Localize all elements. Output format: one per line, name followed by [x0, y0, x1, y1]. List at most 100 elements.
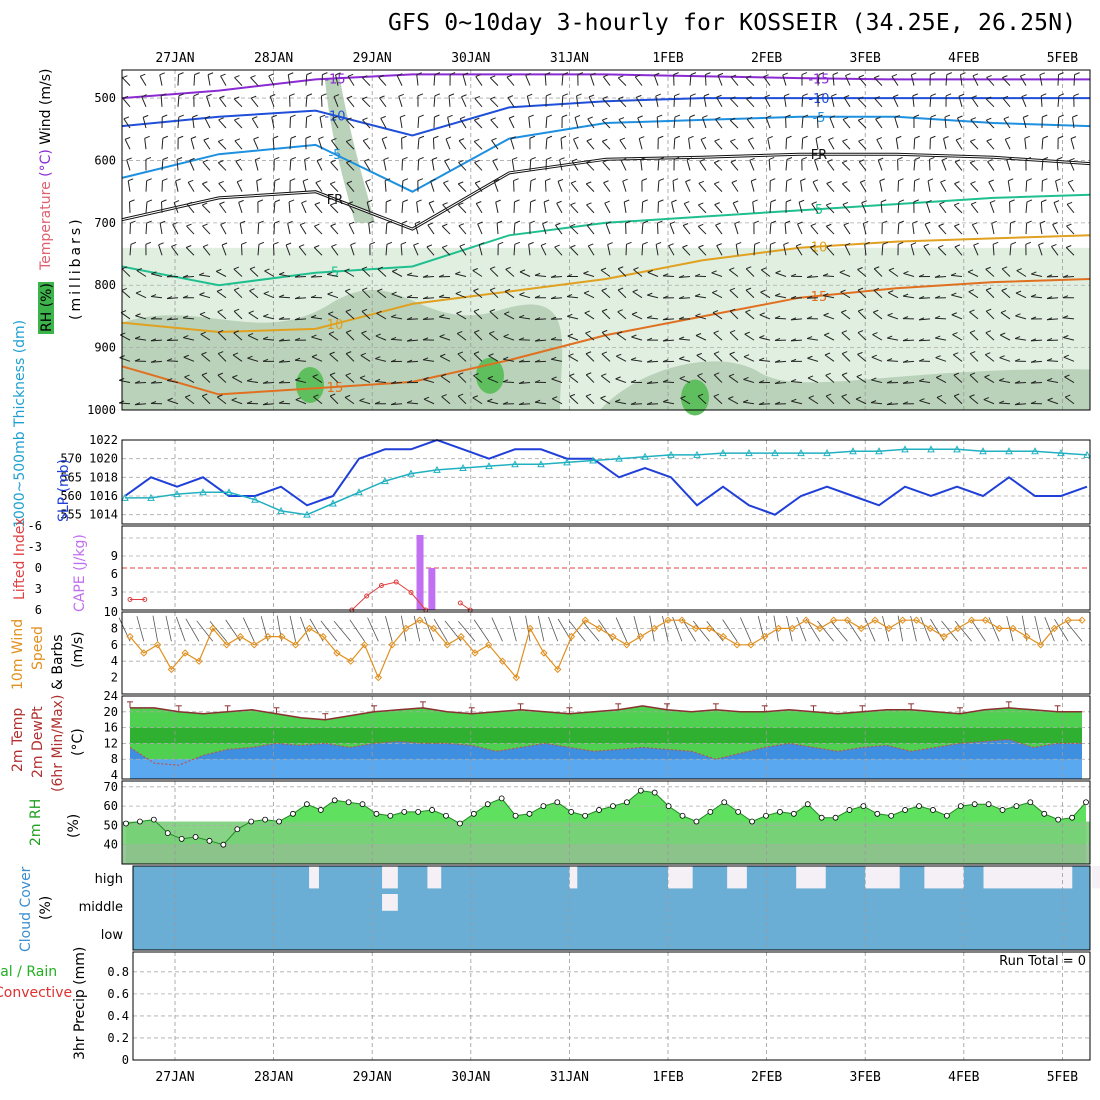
- wind-barb: [790, 297, 803, 299]
- wind-barb-flag: [306, 93, 313, 97]
- wind-barb: [221, 244, 227, 256]
- wind-barb-flag: [1039, 220, 1046, 224]
- wind-tick: 4: [111, 654, 118, 668]
- isotherm-line-core: [121, 153, 1091, 230]
- wind-barb-flag: [874, 266, 880, 270]
- wind-barb: [455, 273, 467, 277]
- wind-speed-marker: [1064, 616, 1072, 624]
- wind-barb-flag: [815, 135, 822, 139]
- wind-speed-marker: [485, 641, 493, 649]
- rh-tick: 40: [104, 838, 118, 852]
- wind-barb-flag: [728, 396, 734, 400]
- wind-barb-flag: [221, 242, 228, 246]
- temperature-tick: 12: [104, 736, 118, 750]
- wind-speed-markers: [126, 616, 1086, 682]
- wind-barb-flag: [586, 160, 592, 164]
- wind-barb: [713, 332, 723, 341]
- wind-barb-flag: [1046, 296, 1053, 300]
- wind-barb: [583, 272, 595, 277]
- wind-barb: [489, 311, 499, 320]
- wind-barb: [823, 295, 835, 299]
- wind-barb: [971, 97, 979, 108]
- wind-barb: [1009, 244, 1012, 256]
- wind-barb-flag: [295, 397, 301, 401]
- cloud-level-middle: middle: [79, 900, 123, 915]
- wind-barb: [376, 312, 387, 320]
- wind-barb: [753, 244, 756, 256]
- wind-barb-flag: [509, 115, 515, 119]
- wind-barb-flag: [617, 309, 623, 313]
- wind-barb-flag: [250, 75, 256, 78]
- wind-barb: [656, 117, 659, 129]
- wind-barb-flag: [346, 95, 353, 99]
- wind-barb: [233, 332, 243, 341]
- wind-barb-flag: [621, 158, 627, 162]
- wind-barb: [873, 268, 883, 277]
- wind-barb: [158, 244, 163, 256]
- wind-barb-flag: [513, 178, 519, 182]
- wind-barb-flag: [390, 336, 397, 340]
- wind-barb: [441, 247, 451, 256]
- wind-barb-flag: [969, 309, 975, 313]
- wind-barb: [999, 379, 1011, 384]
- isotherm-label: 15: [327, 381, 344, 396]
- wind-barb-flag: [202, 202, 208, 206]
- wind-barb-flag: [377, 266, 384, 270]
- wind-barb-flag: [745, 309, 751, 313]
- wind-barb-flag: [441, 394, 447, 398]
- wind-barb-flag: [874, 75, 880, 79]
- wind-barb-flag: [134, 358, 141, 362]
- rh-marker: [860, 803, 867, 809]
- wind-barb: [929, 95, 932, 107]
- day-gridlines: [174, 612, 1063, 694]
- wind-barb-flag: [912, 93, 918, 97]
- wind-barb-flag: [986, 138, 992, 142]
- wind-barb-flag: [843, 95, 850, 98]
- wind-barb: [378, 77, 387, 86]
- wind-barb: [417, 138, 420, 150]
- wind-barb-flag: [427, 222, 433, 226]
- wind-barb: [698, 182, 707, 192]
- wind-barb-flag: [534, 272, 541, 276]
- wind-barb: [902, 339, 915, 342]
- wind-barb: [695, 335, 707, 341]
- wind-barb-flag: [602, 117, 608, 121]
- wind-barb: [808, 397, 819, 405]
- wind-barb-flag: [433, 135, 439, 139]
- wind-barb: [1021, 96, 1027, 108]
- wind-barb-flag: [566, 294, 573, 298]
- wind-barb: [504, 290, 515, 299]
- wind-barb-flag: [122, 75, 128, 79]
- wind-barb: [407, 402, 419, 405]
- wind-barb-flag: [1005, 136, 1011, 140]
- wind-barb-flag: [783, 242, 789, 246]
- wind-barb-flag: [1046, 317, 1053, 321]
- wind-barb: [873, 77, 883, 86]
- wind-barb: [735, 244, 739, 256]
- wind-barb: [969, 162, 979, 171]
- wind-barb: [631, 359, 643, 362]
- precip-tick: 0.8: [107, 965, 129, 979]
- wind-barb-flag: [1042, 178, 1048, 182]
- wind-barb: [785, 180, 788, 192]
- wind-barb: [269, 96, 275, 107]
- wind-barb: [958, 96, 963, 107]
- wind-barb-flag: [607, 242, 613, 245]
- wind-barb-flag: [246, 400, 253, 404]
- wind-barb: [839, 271, 851, 277]
- wind-barb-flag: [985, 352, 991, 356]
- wind-barb-flag: [732, 200, 739, 204]
- wind-barb-flag: [758, 402, 765, 405]
- wind-barb-flag: [238, 199, 244, 203]
- wind-barb-flag: [775, 270, 781, 274]
- wind-barb-flag: [987, 159, 993, 162]
- rh-band-mid: [122, 821, 1090, 845]
- wind-barb-flag: [637, 115, 643, 119]
- isotherm-label: 10: [327, 318, 344, 333]
- wind-barb-flag: [438, 274, 445, 278]
- wind-barb: [526, 96, 531, 107]
- wind-barb: [219, 203, 227, 214]
- surface-wind-barb: [920, 616, 931, 642]
- wind-barb: [615, 401, 627, 405]
- wind-barb: [295, 359, 307, 362]
